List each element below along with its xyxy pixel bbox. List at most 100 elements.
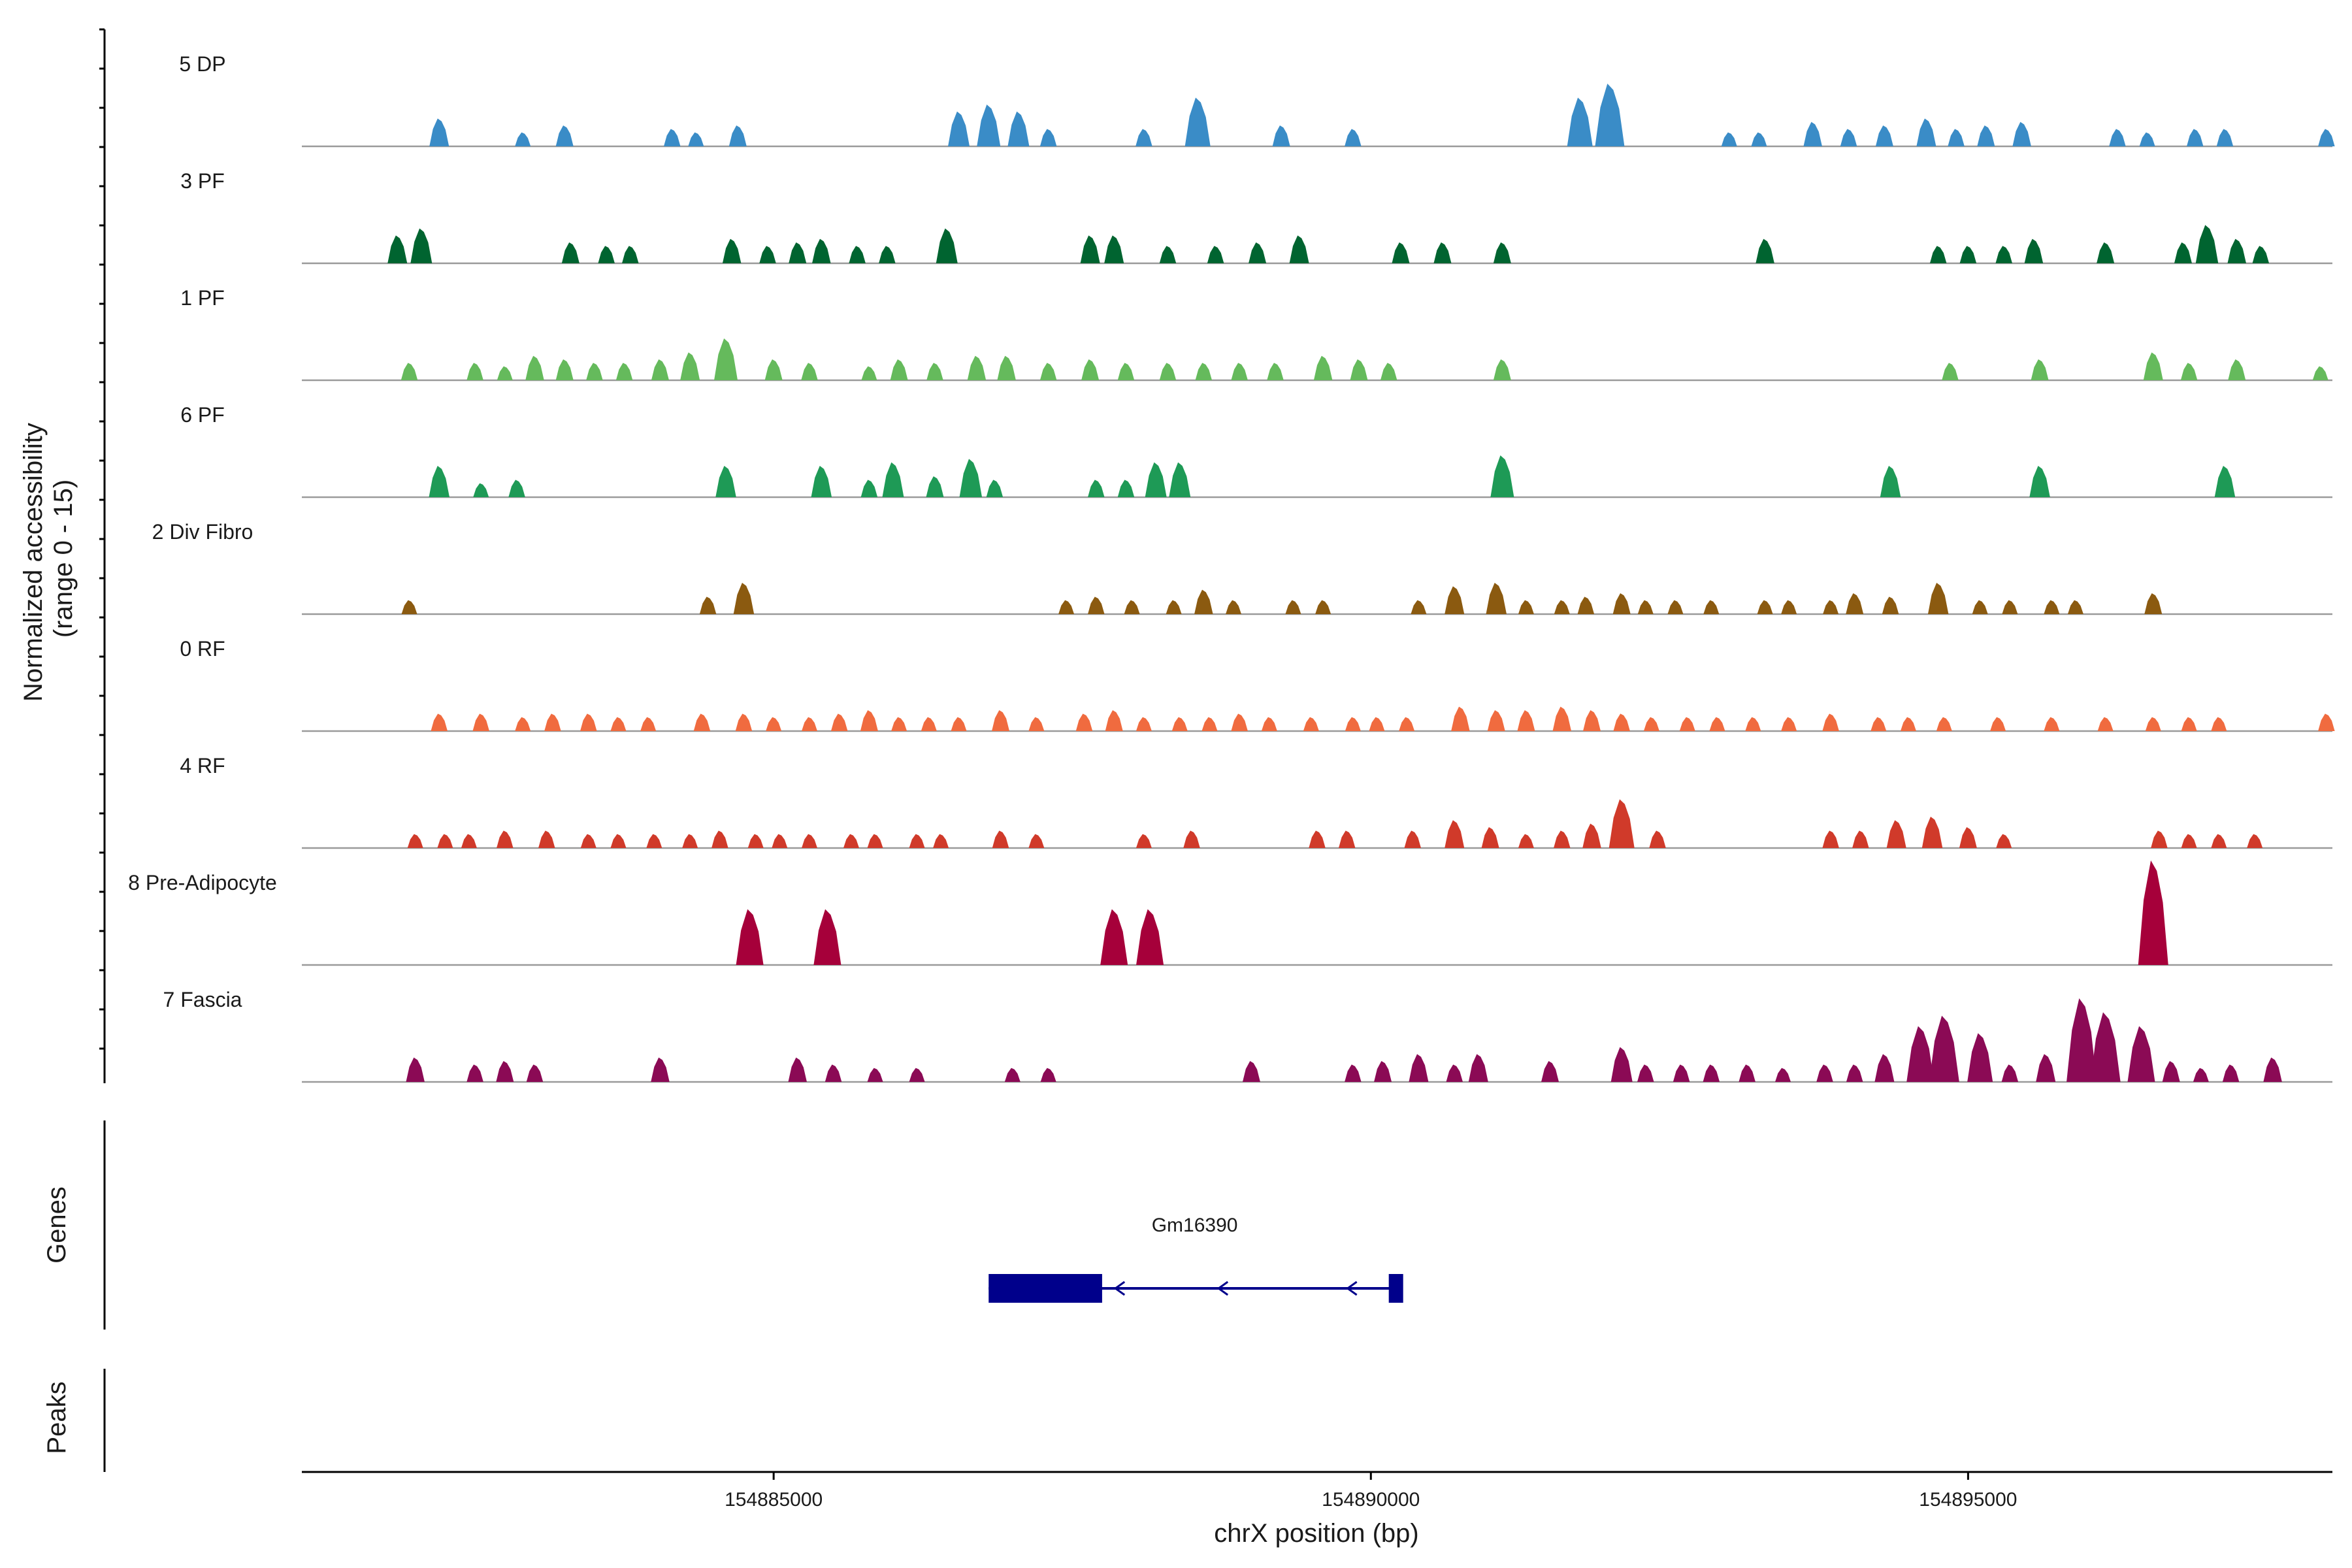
track-1-pf: 1 PF: [180, 286, 2332, 382]
peak-6-pf-5: [811, 466, 832, 497]
peak-6-pf-12: [1117, 480, 1135, 497]
peak-0-rf-11: [802, 717, 817, 731]
peak-7-fascia-2: [466, 1064, 483, 1082]
peak-4-rf-11: [747, 834, 764, 848]
peak-6-pf-17: [2029, 466, 2050, 497]
peak-5-dp-4: [664, 129, 681, 146]
peak-0-rf-25: [1261, 717, 1277, 731]
peak-6-pf-7: [882, 462, 904, 497]
peak-7-fascia-19: [1610, 1047, 1633, 1082]
peak-2-div-fibro-32: [2144, 593, 2163, 614]
peak-0-rf-7: [640, 717, 657, 731]
peak-4-rf-26: [1481, 827, 1499, 848]
peak-0-rf-13: [860, 710, 878, 731]
peak-2-div-fibro-18: [1612, 593, 1631, 614]
peak-8-pre-adipocyte-1: [736, 909, 764, 965]
peak-0-rf-1: [431, 713, 448, 731]
peak-4-rf-8: [646, 834, 662, 848]
peak-7-fascia-20: [1637, 1064, 1654, 1082]
peak-3-pf-29: [2195, 225, 2219, 263]
peak-2-div-fibro-12: [1411, 600, 1427, 614]
peak-0-rf-42: [1870, 717, 1887, 731]
gene-exon-1: [988, 1274, 1102, 1303]
peak-7-fascia-34: [2090, 1012, 2121, 1082]
peak-2-div-fibro-3: [733, 583, 755, 614]
peak-1-pf-4: [525, 355, 544, 380]
peak-0-rf-18: [1028, 717, 1045, 731]
peak-5-dp-3: [555, 125, 574, 146]
peak-1-pf-13: [861, 366, 877, 380]
peak-7-fascia-28: [1906, 1026, 1935, 1082]
peak-1-pf-29: [1942, 363, 1959, 380]
peak-5-dp-1: [429, 118, 449, 146]
peak-0-rf-38: [1709, 717, 1725, 731]
peak-0-rf-48: [2145, 717, 2161, 731]
peak-5-dp-28: [2187, 129, 2204, 146]
peak-4-rf-6: [580, 834, 596, 848]
peak-0-rf-23: [1201, 717, 1218, 731]
peak-2-div-fibro-13: [1445, 586, 1465, 614]
peak-7-fascia-3: [496, 1061, 514, 1082]
track-label-7-fascia: 7 Fascia: [163, 988, 242, 1011]
peak-6-pf-6: [860, 480, 878, 497]
gene-label: Gm16390: [1152, 1215, 1238, 1236]
peak-2-div-fibro-4: [1058, 600, 1075, 614]
peak-7-fascia-36: [2162, 1061, 2180, 1082]
peak-4-rf-18: [992, 830, 1009, 848]
peak-7-fascia-10: [1004, 1068, 1021, 1082]
peak-4-rf-15: [867, 834, 883, 848]
peak-6-pf-2: [473, 483, 489, 497]
peak-0-rf-2: [472, 713, 489, 731]
peak-1-pf-24: [1267, 363, 1284, 380]
peak-6-pf-3: [508, 480, 525, 497]
peak-0-rf-8: [693, 713, 711, 731]
peak-5-dp-12: [1184, 97, 1211, 146]
peak-4-rf-20: [1135, 834, 1152, 848]
peak-3-pf-28: [2174, 242, 2192, 263]
peak-2-div-fibro-7: [1166, 600, 1182, 614]
peak-0-rf-34: [1582, 710, 1601, 731]
peak-3-pf-23: [1929, 246, 1947, 263]
peak-0-rf-24: [1231, 713, 1248, 731]
peak-0-rf-44: [1936, 717, 1952, 731]
peak-5-dp-9: [1007, 111, 1030, 146]
peak-2-div-fibro-1: [401, 600, 417, 614]
peak-0-rf-21: [1135, 717, 1152, 731]
peak-1-pf-12: [801, 363, 818, 380]
peak-4-rf-19: [1028, 834, 1045, 848]
peak-3-pf-15: [1159, 246, 1177, 263]
peak-4-rf-13: [802, 834, 817, 848]
peak-7-fascia-14: [1374, 1061, 1392, 1082]
peak-3-pf-2: [410, 228, 433, 263]
peak-0-rf-26: [1303, 717, 1319, 731]
peak-0-rf-28: [1369, 717, 1385, 731]
peak-4-rf-1: [407, 834, 423, 848]
peak-1-pf-26: [1350, 359, 1368, 380]
peak-1-pf-34: [2312, 366, 2328, 380]
peak-0-rf-30: [1451, 706, 1470, 731]
x-tick-label-154895000: 154895000: [1919, 1489, 2017, 1511]
y-axis-label: Normalized accessibility (range 0 - 15): [19, 416, 78, 702]
peak-5-dp-13: [1272, 125, 1290, 146]
peak-0-rf-4: [544, 713, 561, 731]
peak-7-fascia-37: [2193, 1068, 2209, 1082]
track-5-dp: 5 DP: [179, 52, 2335, 148]
peak-7-fascia-6: [788, 1057, 807, 1082]
peak-5-dp-7: [948, 111, 970, 146]
peak-1-pf-20: [1117, 363, 1135, 380]
peak-0-rf-32: [1517, 710, 1535, 731]
peak-1-pf-5: [555, 359, 574, 380]
peak-6-pf-8: [926, 476, 944, 497]
peak-2-div-fibro-16: [1554, 600, 1570, 614]
track-3-pf: 3 PF: [180, 169, 2332, 265]
peak-7-fascia-30: [1967, 1033, 1993, 1082]
x-tick-label-154885000: 154885000: [725, 1489, 823, 1511]
peak-2-div-fibro-28: [1972, 600, 1988, 614]
peak-3-pf-1: [387, 235, 408, 263]
peak-1-pf-32: [2180, 363, 2198, 380]
peak-4-rf-2: [437, 834, 453, 848]
track-label-0-rf: 0 RF: [180, 637, 225, 661]
peak-0-rf-35: [1613, 713, 1630, 731]
peak-7-fascia-38: [2222, 1064, 2240, 1082]
